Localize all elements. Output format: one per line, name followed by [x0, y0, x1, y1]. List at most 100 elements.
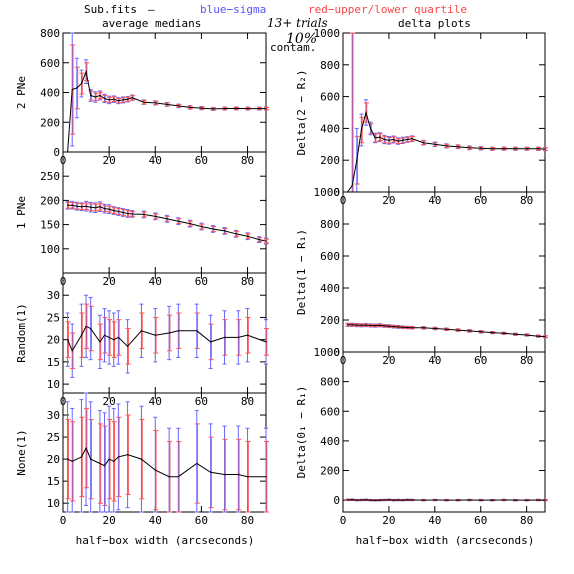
- x-tick-label: 0: [60, 514, 67, 527]
- x-tick-label: 20: [382, 194, 395, 207]
- y-tick-label: 400: [320, 435, 340, 448]
- median-point: [374, 325, 376, 327]
- header-red-quartile: red−upper/lower quartile: [308, 3, 467, 16]
- y-tick-label: 400: [320, 282, 340, 295]
- median-point: [143, 101, 145, 103]
- median-point: [369, 324, 372, 327]
- y-tick-label: 800: [320, 376, 340, 389]
- median-point: [177, 330, 179, 332]
- y-tick-label: 800: [320, 59, 340, 72]
- y-tick-label: 25: [47, 431, 60, 444]
- y-tick-label: 600: [320, 250, 340, 263]
- median-point: [397, 326, 399, 328]
- median-point: [117, 456, 119, 458]
- x-axis-label-right: half−box width (arcseconds): [356, 534, 535, 547]
- x-tick-label: 40: [428, 354, 441, 367]
- median-point: [210, 341, 212, 343]
- median-point: [143, 213, 145, 216]
- median-point: [388, 499, 390, 501]
- median-point: [503, 332, 505, 334]
- median-point: [85, 205, 87, 207]
- median-point: [126, 98, 129, 100]
- median-point: [103, 97, 106, 100]
- median-point: [491, 148, 493, 150]
- median-point: [397, 140, 399, 142]
- median-point: [379, 324, 381, 326]
- median-line: [67, 325, 267, 352]
- median-point: [122, 211, 124, 214]
- x-tick-label: 60: [195, 514, 208, 527]
- median-point: [67, 458, 69, 460]
- median-point: [422, 327, 424, 329]
- median-point: [99, 94, 101, 97]
- median-point: [99, 341, 101, 343]
- median-point: [491, 499, 493, 501]
- y-tick-label: 800: [320, 218, 340, 231]
- y-tick-label: 10: [47, 378, 60, 391]
- panel-6: 0 20 40 60 80 10 15 20 25 30 None(1): [15, 392, 269, 527]
- median-point: [480, 331, 482, 333]
- x-tick-label: 0: [340, 514, 347, 527]
- y-tick-label: 100: [40, 243, 60, 256]
- x-tick-label: 20: [382, 354, 395, 367]
- median-point: [85, 71, 87, 73]
- median-point: [392, 499, 395, 501]
- median-point: [200, 107, 203, 109]
- median-point: [397, 499, 399, 501]
- median-point: [210, 471, 212, 473]
- median-point: [212, 108, 214, 110]
- median-point: [177, 105, 179, 107]
- median-point: [468, 499, 470, 501]
- median-point: [246, 235, 249, 237]
- median-point: [537, 499, 539, 501]
- x-tick-label: 20: [103, 395, 116, 408]
- median-point: [514, 499, 516, 501]
- median-point: [402, 326, 404, 328]
- y-tick-label: 150: [40, 219, 60, 232]
- median-point: [85, 447, 87, 449]
- median-point: [422, 142, 424, 144]
- median-point: [223, 473, 226, 476]
- median-point: [392, 138, 395, 141]
- median-point: [379, 136, 381, 138]
- median-point: [94, 207, 96, 209]
- x-tick-label: 40: [149, 154, 162, 167]
- median-point: [434, 143, 436, 145]
- median-point: [503, 499, 505, 501]
- x-tick-label: 80: [241, 275, 254, 288]
- median-point: [80, 334, 83, 336]
- y-tick-label: 25: [47, 311, 60, 324]
- median-point: [117, 336, 119, 339]
- median-point: [200, 225, 203, 228]
- median-point: [360, 324, 362, 326]
- median-point: [356, 324, 358, 326]
- y-tick-label: 15: [47, 356, 60, 369]
- y-tick-label: 15: [47, 475, 60, 488]
- median-point: [126, 212, 129, 215]
- median-point: [388, 139, 390, 141]
- y-tick-label: 400: [320, 122, 340, 135]
- median-point: [537, 148, 539, 150]
- median-point: [177, 220, 179, 222]
- median-point: [94, 96, 96, 98]
- median-point: [237, 473, 239, 476]
- median-point: [346, 324, 349, 326]
- x-tick-label: 80: [520, 514, 533, 527]
- median-point: [76, 205, 78, 207]
- x-tick-label: 80: [241, 395, 254, 408]
- y-tick-label: 200: [320, 154, 340, 167]
- median-line: [67, 69, 266, 153]
- median-point: [411, 327, 413, 329]
- y-tick-label: 30: [47, 409, 60, 422]
- y-axis-label: None(1): [15, 429, 28, 475]
- plot-frame: [342, 32, 546, 193]
- median-point: [108, 458, 110, 460]
- median-point: [503, 147, 505, 150]
- median-point: [140, 458, 143, 460]
- median-point: [383, 499, 385, 501]
